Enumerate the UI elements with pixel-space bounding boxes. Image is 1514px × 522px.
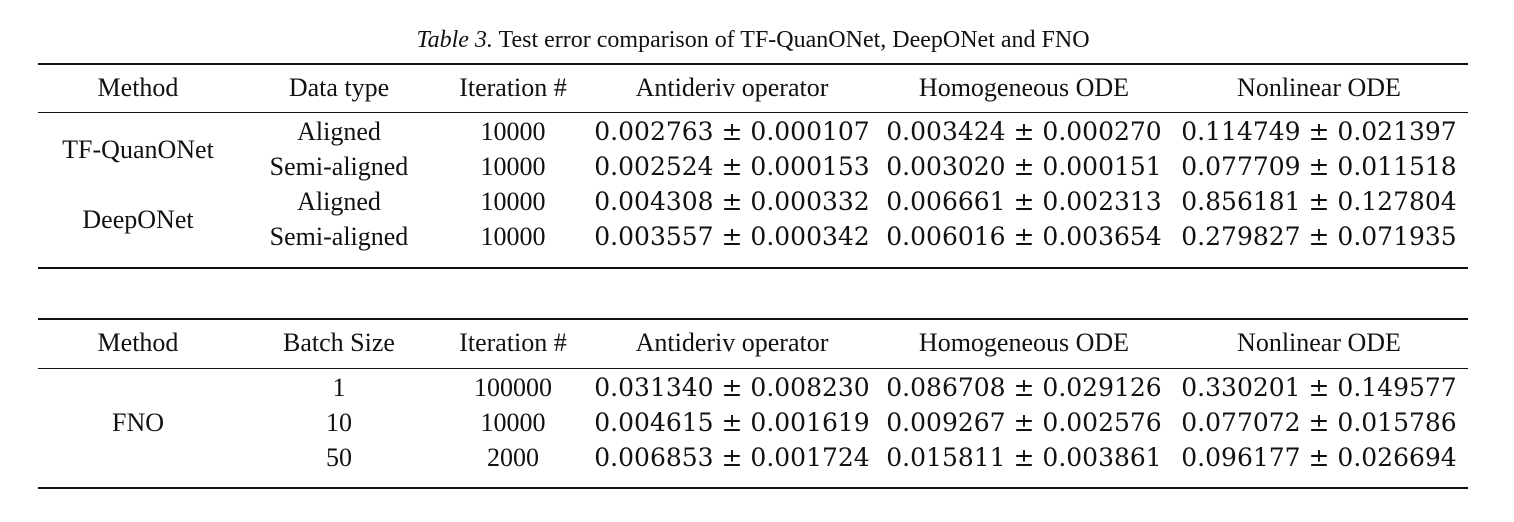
iteration-cell: 100000 (474, 373, 552, 402)
table1-header-row: Method Data type Iteration # Antideriv o… (38, 65, 1468, 111)
header-antideriv: Antideriv operator (635, 328, 829, 357)
iteration-cell: 10000 (480, 117, 546, 146)
table-caption: Table 3. Test error comparison of TF-Qua… (0, 24, 1506, 56)
homogeneous-cell: 0.015811 ± 0.003861 (886, 443, 1162, 472)
table2-top-rule (38, 318, 1468, 320)
antideriv-cell: 0.006853 ± 0.001724 (594, 443, 870, 472)
homogeneous-cell: 0.003424 ± 0.000270 (886, 117, 1162, 146)
header-method: Method (97, 328, 179, 357)
homogeneous-cell: 0.006661 ± 0.002313 (886, 187, 1162, 216)
nonlinear-cell: 0.330201 ± 0.149577 (1181, 373, 1457, 402)
table-row: TF-QuanONet Aligned 10000 0.002763 ± 0.0… (38, 114, 1468, 164)
table1: Method Data type Iteration # Antideriv o… (38, 65, 1468, 254)
table1-bottom-rule (38, 267, 1468, 269)
table-row: DeepONet Aligned 10000 0.004308 ± 0.0003… (38, 184, 1468, 234)
table-row: Semi-aligned 10000 0.003557 ± 0.000342 0… (38, 219, 1468, 254)
method-cell: FNO (111, 408, 164, 437)
iteration-cell: 10000 (480, 152, 546, 181)
batch-size-cell: 50 (326, 443, 352, 472)
data-type-cell: Semi-aligned (269, 222, 409, 251)
batch-size-cell: 10 (326, 408, 352, 437)
iteration-cell: 10000 (480, 408, 546, 437)
header-iteration: Iteration # (459, 73, 567, 102)
caption-label: Table 3. (416, 27, 493, 53)
antideriv-cell: 0.004615 ± 0.001619 (594, 408, 870, 437)
iteration-cell: 10000 (480, 187, 546, 216)
batch-size-cell: 1 (332, 373, 346, 402)
homogeneous-cell: 0.009267 ± 0.002576 (886, 408, 1162, 437)
data-type-cell: Aligned (297, 187, 381, 216)
nonlinear-cell: 0.077709 ± 0.011518 (1181, 152, 1457, 181)
antideriv-cell: 0.002524 ± 0.000153 (594, 152, 870, 181)
antideriv-cell: 0.002763 ± 0.000107 (594, 117, 870, 146)
nonlinear-cell: 0.279827 ± 0.071935 (1181, 222, 1457, 251)
method-cell: DeepONet (82, 204, 194, 234)
header-batch-size: Batch Size (283, 328, 395, 357)
nonlinear-cell: 0.856181 ± 0.127804 (1181, 187, 1457, 216)
table-row: 10 10000 0.004615 ± 0.001619 0.009267 ± … (38, 405, 1468, 440)
data-type-cell: Semi-aligned (269, 152, 409, 181)
table2-bottom-rule (38, 487, 1468, 489)
table-row: FNO 1 100000 0.031340 ± 0.008230 0.08670… (38, 370, 1468, 437)
table2-header-row: Method Batch Size Iteration # Antideriv … (38, 320, 1468, 366)
nonlinear-cell: 0.114749 ± 0.021397 (1181, 117, 1457, 146)
homogeneous-cell: 0.086708 ± 0.029126 (886, 373, 1162, 402)
nonlinear-cell: 0.096177 ± 0.026694 (1181, 443, 1457, 472)
caption-text: Test error comparison of TF-QuanONet, De… (498, 27, 1090, 53)
header-data-type: Data type (288, 73, 390, 102)
nonlinear-cell: 0.077072 ± 0.015786 (1181, 408, 1457, 437)
header-homogeneous: Homogeneous ODE (918, 328, 1130, 357)
method-cell: TF-QuanONet (62, 134, 214, 164)
header-homogeneous: Homogeneous ODE (918, 73, 1130, 102)
header-antideriv: Antideriv operator (635, 73, 829, 102)
header-nonlinear: Nonlinear ODE (1237, 73, 1401, 102)
homogeneous-cell: 0.003020 ± 0.000151 (886, 152, 1162, 181)
table2: Method Batch Size Iteration # Antideriv … (38, 320, 1468, 475)
header-iteration: Iteration # (459, 328, 567, 357)
header-nonlinear: Nonlinear ODE (1237, 328, 1401, 357)
table1-mid-rule (38, 112, 1468, 113)
table1-top-rule (38, 63, 1468, 65)
data-type-cell: Aligned (297, 117, 381, 146)
table-row: Semi-aligned 10000 0.002524 ± 0.000153 0… (38, 149, 1468, 184)
header-method: Method (97, 73, 179, 102)
antideriv-cell: 0.031340 ± 0.008230 (594, 373, 870, 402)
table-row: 50 2000 0.006853 ± 0.001724 0.015811 ± 0… (38, 440, 1468, 475)
iteration-cell: 10000 (480, 222, 546, 251)
antideriv-cell: 0.004308 ± 0.000332 (594, 187, 870, 216)
homogeneous-cell: 0.006016 ± 0.003654 (886, 222, 1162, 251)
antideriv-cell: 0.003557 ± 0.000342 (594, 222, 870, 251)
table2-mid-rule (38, 368, 1468, 369)
iteration-cell: 2000 (487, 443, 539, 472)
